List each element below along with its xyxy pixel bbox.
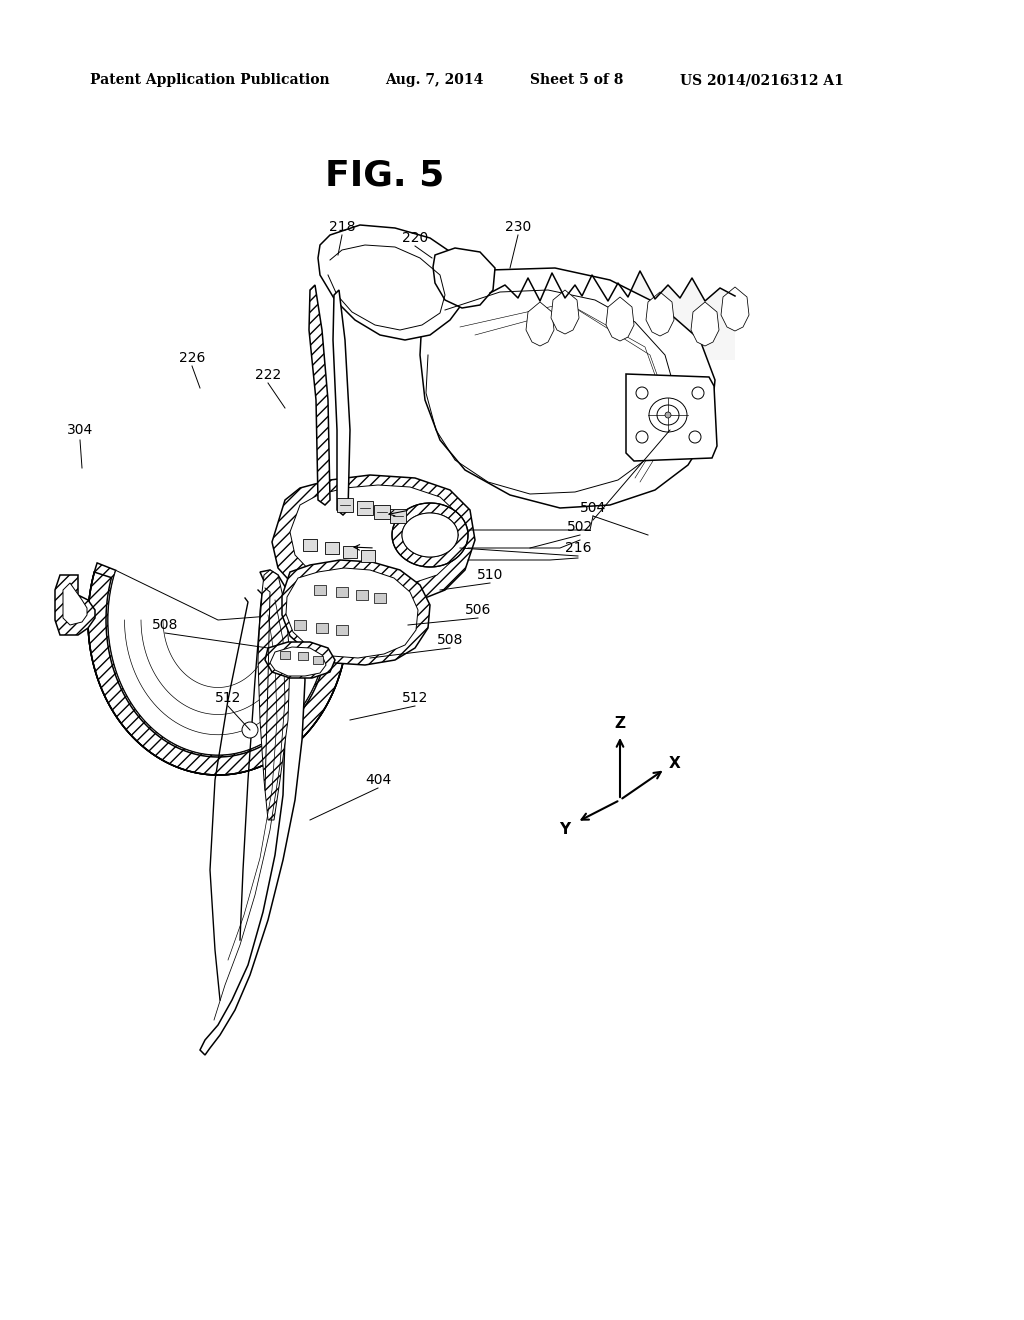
Polygon shape [402, 513, 458, 557]
Polygon shape [356, 590, 368, 601]
Polygon shape [390, 510, 406, 523]
Polygon shape [290, 484, 462, 587]
Circle shape [692, 387, 705, 399]
Text: 508: 508 [152, 618, 178, 632]
Polygon shape [200, 570, 305, 1055]
Polygon shape [721, 286, 749, 331]
Polygon shape [303, 539, 317, 550]
Polygon shape [325, 543, 339, 554]
Polygon shape [336, 624, 348, 635]
Polygon shape [313, 656, 323, 664]
Polygon shape [336, 587, 348, 597]
Circle shape [242, 722, 258, 738]
Polygon shape [314, 585, 326, 595]
Circle shape [636, 387, 648, 399]
Text: 510: 510 [477, 568, 503, 582]
Polygon shape [646, 292, 674, 337]
Text: Patent Application Publication: Patent Application Publication [90, 73, 330, 87]
Text: FIG. 5: FIG. 5 [325, 158, 444, 191]
Text: 230: 230 [505, 220, 531, 234]
Polygon shape [337, 498, 353, 512]
Polygon shape [318, 224, 468, 341]
Text: 226: 226 [179, 351, 205, 366]
Text: 512: 512 [215, 690, 242, 705]
Text: X: X [669, 756, 681, 771]
Polygon shape [357, 502, 373, 515]
Polygon shape [280, 651, 290, 659]
Polygon shape [55, 576, 95, 635]
Ellipse shape [657, 405, 679, 425]
Text: 512: 512 [401, 690, 428, 705]
Polygon shape [265, 642, 335, 678]
Polygon shape [490, 271, 735, 360]
Polygon shape [258, 570, 290, 820]
Polygon shape [272, 475, 475, 607]
Polygon shape [343, 546, 357, 558]
Polygon shape [374, 506, 390, 519]
Polygon shape [420, 268, 715, 508]
Text: 222: 222 [255, 368, 282, 381]
Polygon shape [282, 560, 430, 665]
Polygon shape [108, 570, 328, 755]
Polygon shape [316, 623, 328, 634]
Circle shape [665, 412, 671, 418]
Text: 218: 218 [329, 220, 355, 234]
Polygon shape [691, 302, 719, 346]
Text: 304: 304 [67, 422, 93, 437]
Polygon shape [88, 562, 348, 775]
Polygon shape [551, 290, 579, 334]
Circle shape [636, 432, 648, 444]
Polygon shape [392, 503, 468, 568]
Polygon shape [309, 285, 330, 506]
Text: 508: 508 [437, 634, 463, 647]
Polygon shape [433, 248, 495, 308]
Polygon shape [526, 302, 554, 346]
Polygon shape [361, 550, 375, 562]
Text: Y: Y [559, 822, 570, 837]
Text: Sheet 5 of 8: Sheet 5 of 8 [530, 73, 624, 87]
Ellipse shape [649, 399, 687, 432]
Polygon shape [286, 568, 418, 657]
Polygon shape [606, 297, 634, 341]
Text: 506: 506 [465, 603, 492, 616]
Text: US 2014/0216312 A1: US 2014/0216312 A1 [680, 73, 844, 87]
Text: 220: 220 [401, 231, 428, 246]
Polygon shape [270, 647, 326, 676]
Text: 216: 216 [565, 541, 591, 554]
Text: Aug. 7, 2014: Aug. 7, 2014 [385, 73, 483, 87]
Polygon shape [88, 572, 346, 775]
Text: Z: Z [614, 715, 626, 730]
Polygon shape [298, 652, 308, 660]
Polygon shape [294, 620, 306, 630]
Text: 404: 404 [365, 774, 391, 787]
Polygon shape [626, 374, 717, 461]
Polygon shape [374, 593, 386, 603]
Text: 504: 504 [580, 502, 606, 515]
Polygon shape [333, 290, 350, 515]
Text: 502: 502 [567, 520, 593, 535]
Polygon shape [63, 583, 87, 624]
Circle shape [689, 432, 701, 444]
